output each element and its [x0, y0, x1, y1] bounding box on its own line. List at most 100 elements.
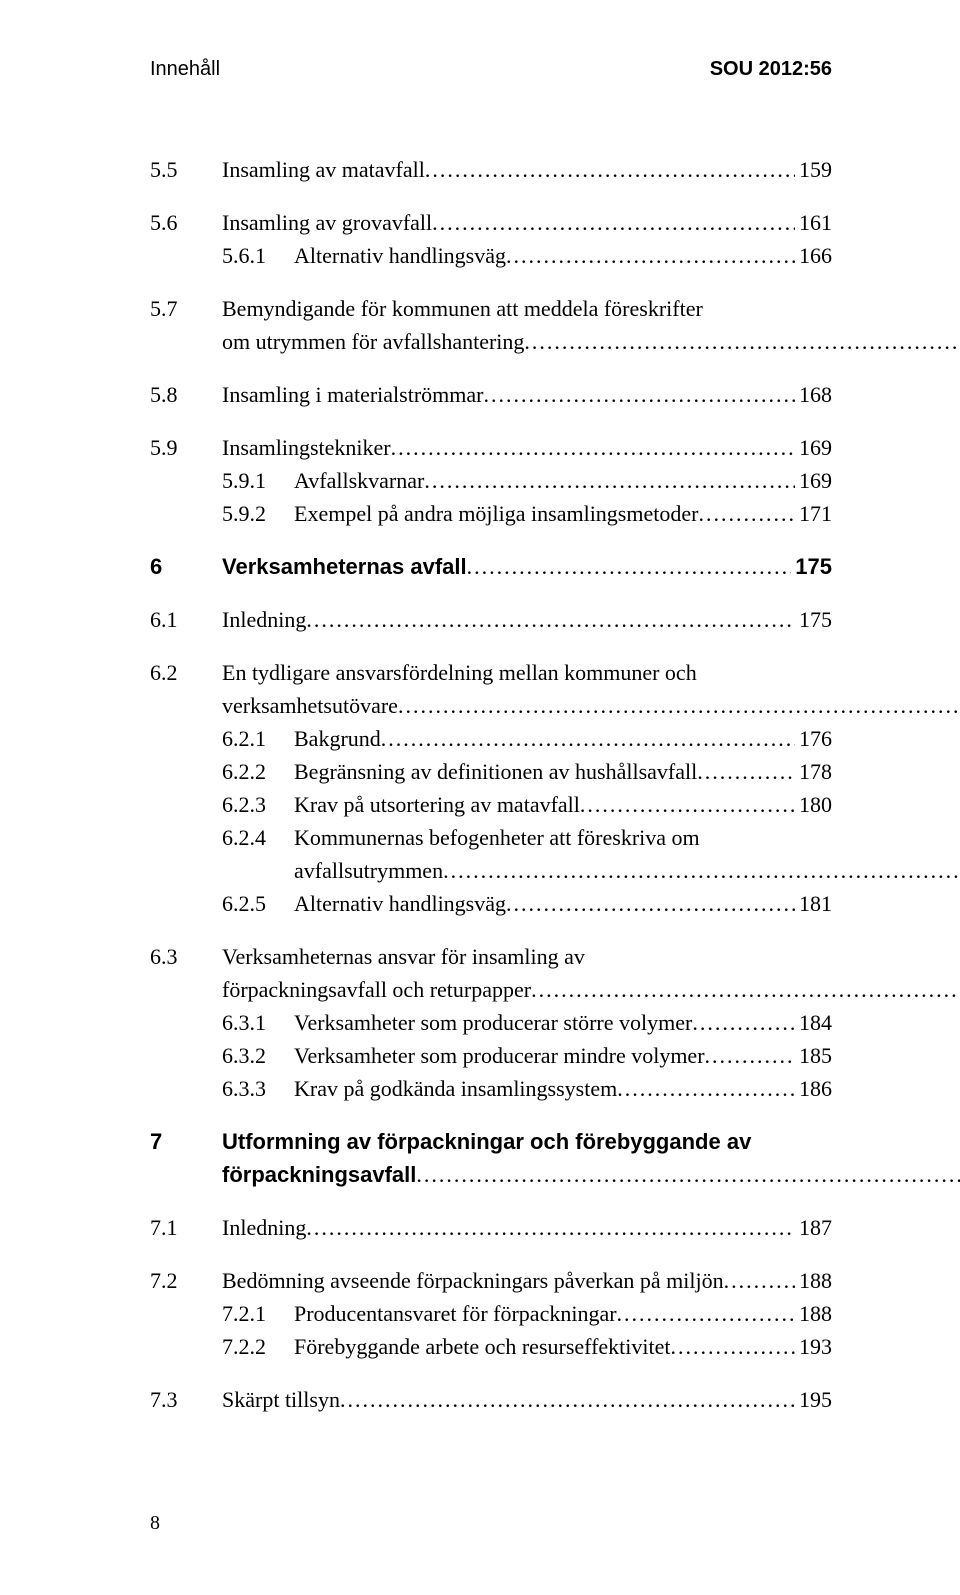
toc-number: 6.3 [150, 940, 222, 1006]
toc-label-line: Verksamheternas ansvar för insamling av [222, 940, 960, 973]
toc-entry: 7Utformning av förpackningar och förebyg… [150, 1125, 832, 1191]
toc-group: 7Utformning av förpackningar och förebyg… [150, 1125, 832, 1191]
toc-entry: 6.2.4Kommunernas befogenheter att föresk… [150, 821, 832, 887]
toc-label: Producentansvaret för förpackningar [294, 1297, 617, 1330]
toc-number: 5.9.1 [222, 464, 294, 497]
toc-number: 6.2.2 [222, 755, 294, 788]
toc-number: 7.2.1 [222, 1297, 294, 1330]
toc-label: Begränsning av definitionen av hushållsa… [294, 755, 697, 788]
toc-number: 6.2.3 [222, 788, 294, 821]
toc-number: 7.2.2 [222, 1330, 294, 1363]
toc-group: 5.5Insamling av matavfall159 [150, 153, 832, 186]
toc-page: 176 [795, 722, 832, 755]
toc-number: 6 [150, 550, 222, 583]
toc-label: Förebyggande arbete och resurseffektivit… [294, 1330, 671, 1363]
toc-leader [484, 378, 796, 411]
toc-entry: 6.2En tydligare ansvarsfördelning mellan… [150, 656, 832, 722]
toc-label-line: Bemyndigande för kommunen att meddela fö… [222, 292, 960, 325]
toc-leader [697, 755, 795, 788]
toc-entry: 7.3Skärpt tillsyn 195 [150, 1383, 832, 1416]
toc-number: 6.3.1 [222, 1006, 294, 1039]
toc-label: Insamlingstekniker [222, 431, 391, 464]
toc-leader [306, 1211, 795, 1244]
header-section: Innehåll [150, 58, 220, 81]
toc-entry: 7.2.1Producentansvaret för förpackningar… [150, 1297, 832, 1330]
toc-label-line: En tydligare ansvarsfördelning mellan ko… [222, 656, 960, 689]
toc-entry: 7.2Bedömning avseende förpackningars påv… [150, 1264, 832, 1297]
toc-leader [617, 1297, 795, 1330]
toc-leader [306, 603, 795, 636]
toc-number: 7 [150, 1125, 222, 1191]
toc-leader [381, 722, 795, 755]
toc-number: 6.1 [150, 603, 222, 636]
toc-page: 159 [795, 153, 832, 186]
toc-leader [432, 206, 795, 239]
toc-label-line: om utrymmen för avfallshantering [222, 325, 524, 358]
toc-page: 169 [795, 464, 832, 497]
toc-leader [692, 1006, 795, 1039]
toc-label: Verksamheter som producerar mindre volym… [294, 1039, 705, 1072]
toc-leader [391, 431, 795, 464]
toc-label-line: avfallsutrymmen [294, 854, 443, 887]
toc-page: 175 [795, 603, 832, 636]
toc-label-line: verksamhetsutövare [222, 689, 398, 722]
toc-page: 166 [795, 239, 832, 272]
toc-number: 5.9 [150, 431, 222, 464]
toc-entry: 6.3.3Krav på godkända insamlingssystem18… [150, 1072, 832, 1105]
toc-entry: 6.3Verksamheternas ansvar för insamling … [150, 940, 832, 1006]
toc-label: Insamling av grovavfall [222, 206, 432, 239]
toc-number: 5.6 [150, 206, 222, 239]
toc-entry: 5.9.2Exempel på andra möjliga insamlings… [150, 497, 832, 530]
toc-leader [617, 1072, 795, 1105]
toc-leader [705, 1039, 795, 1072]
toc-leader [424, 464, 795, 497]
toc-entry: 6Verksamheternas avfall 175 [150, 550, 832, 583]
toc-label: Verksamheternas avfall [222, 550, 467, 583]
toc-entry: 6.2.2Begränsning av definitionen av hush… [150, 755, 832, 788]
toc-group: 5.6Insamling av grovavfall 1615.6.1Altern… [150, 206, 832, 272]
toc-group: 6.2En tydligare ansvarsfördelning mellan… [150, 656, 832, 920]
toc-leader [398, 689, 960, 722]
toc-entry: 6.2.1Bakgrund176 [150, 722, 832, 755]
toc-group: 5.8Insamling i materialströmmar168 [150, 378, 832, 411]
toc-leader [724, 1264, 795, 1297]
toc-page: 184 [795, 1006, 832, 1039]
toc-leader [531, 973, 960, 1006]
toc-number: 5.6.1 [222, 239, 294, 272]
toc-number: 5.9.2 [222, 497, 294, 530]
toc-leader [416, 1158, 960, 1191]
toc-leader [340, 1383, 795, 1416]
toc-entry: 5.9.1Avfallskvarnar 169 [150, 464, 832, 497]
toc-label-line: förpackningsavfall [222, 1158, 416, 1191]
toc-number: 6.2.5 [222, 887, 294, 920]
toc-page: 180 [795, 788, 832, 821]
toc-number: 6.3.3 [222, 1072, 294, 1105]
toc-number: 7.3 [150, 1383, 222, 1416]
toc-page: 195 [795, 1383, 832, 1416]
toc-page: 161 [795, 206, 832, 239]
toc-page: 186 [795, 1072, 832, 1105]
toc-number: 6.2.1 [222, 722, 294, 755]
toc-group: 7.1Inledning187 [150, 1211, 832, 1244]
toc-entry: 6.3.2Verksamheter som producerar mindre … [150, 1039, 832, 1072]
toc-group: 6.1Inledning175 [150, 603, 832, 636]
toc-label: Alternativ handlingsväg [294, 887, 506, 920]
toc-entry: 7.1Inledning187 [150, 1211, 832, 1244]
toc-label: Skärpt tillsyn [222, 1383, 340, 1416]
toc-label-line: Kommunernas befogenheter att föreskriva … [294, 821, 960, 854]
toc-page: 175 [791, 550, 832, 583]
toc-number: 5.8 [150, 378, 222, 411]
toc-page: 188 [795, 1297, 832, 1330]
toc-page: 185 [795, 1039, 832, 1072]
toc-leader [580, 788, 795, 821]
toc-label: Avfallskvarnar [294, 464, 424, 497]
toc-page: 193 [795, 1330, 832, 1363]
page-header: Innehåll SOU 2012:56 [150, 58, 832, 81]
toc-entry: 7.2.2Förebyggande arbete och resurseffek… [150, 1330, 832, 1363]
toc-page: 187 [795, 1211, 832, 1244]
toc-number: 5.5 [150, 153, 222, 186]
toc-label: Inledning [222, 1211, 306, 1244]
toc-page: 171 [795, 497, 832, 530]
toc-entry: 5.6.1Alternativ handlingsväg166 [150, 239, 832, 272]
toc-number: 6.2.4 [222, 821, 294, 887]
